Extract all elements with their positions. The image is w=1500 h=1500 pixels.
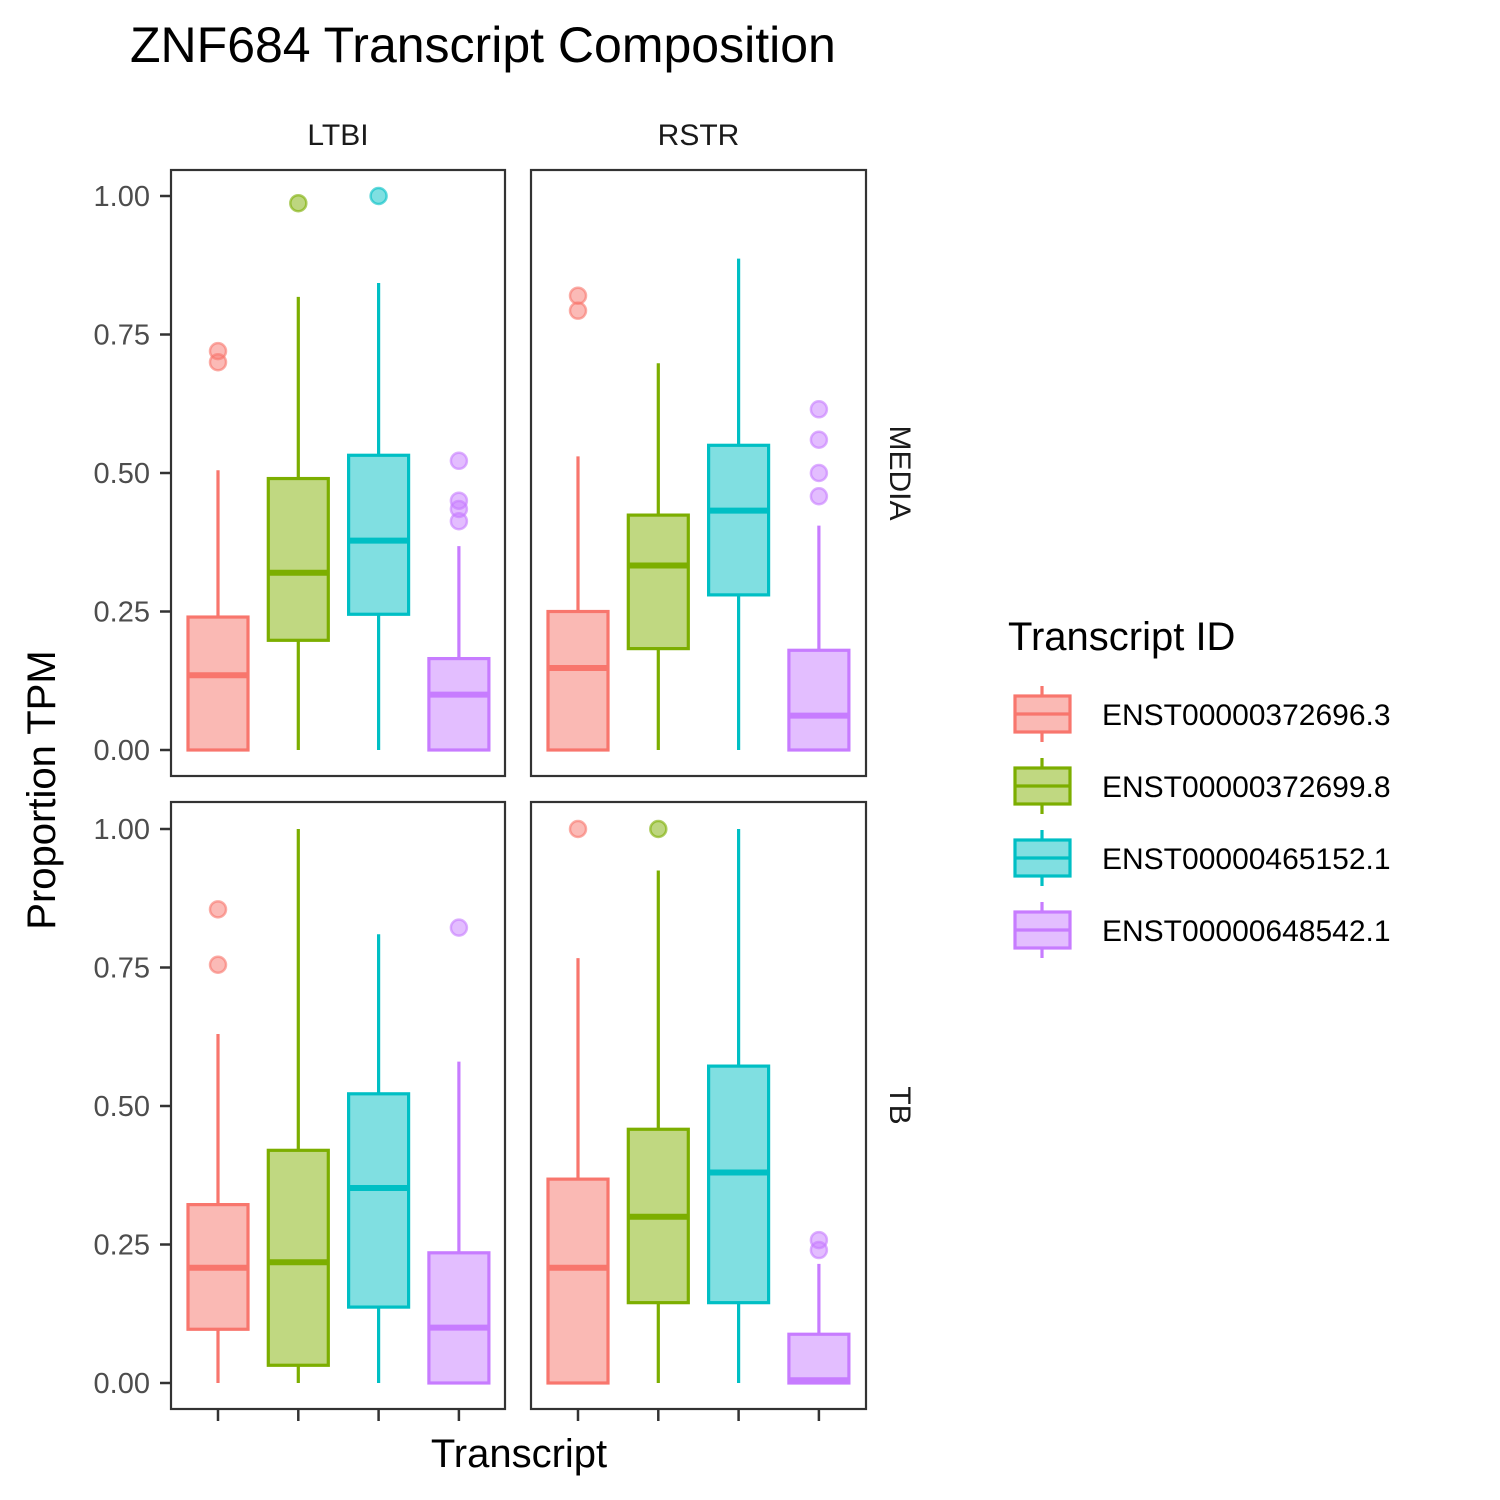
legend-label: ENST00000372696.3: [1102, 699, 1391, 732]
facet-col-label-rstr: RSTR: [658, 119, 740, 152]
outlier-point: [208, 955, 228, 974]
legend-item: ENST00000372699.8: [1013, 758, 1391, 814]
panel-border: [169, 800, 507, 1411]
panel-border: [529, 800, 868, 1411]
panel-rstr-media: [529, 168, 868, 778]
y-tick-label: 0.00: [94, 735, 150, 767]
outlier-point: [208, 341, 228, 361]
y-tick-label: 0.75: [94, 320, 150, 352]
y-tick-label: 1.00: [94, 814, 150, 846]
y-tick-label: 1.00: [94, 181, 150, 213]
box: [266, 476, 330, 642]
y-axis-title: Proportion TPM: [20, 650, 64, 929]
legend-item: ENST00000372696.3: [1013, 686, 1391, 742]
box: [186, 615, 250, 752]
outlier-point: [208, 900, 228, 919]
facet-col-label-ltbi: LTBI: [307, 119, 368, 152]
outlier-point: [449, 918, 469, 937]
panels-layer: LTBI RSTR MEDIA TB 0.00 0.25 0.50 0.75 1.00 0.00 0…: [94, 119, 916, 1421]
facet-row-label-media: MEDIA: [883, 425, 916, 520]
panel-rstr-tb: [529, 800, 868, 1411]
box: [787, 648, 851, 752]
outlier-point: [809, 463, 829, 483]
box: [546, 1177, 610, 1385]
outlier-point: [568, 286, 588, 305]
box: [787, 1332, 851, 1385]
outlier-point: [449, 491, 469, 510]
box: [626, 513, 690, 651]
y-tick-label: 0.50: [94, 458, 150, 490]
facet-row-label-tb: TB: [883, 1086, 916, 1124]
legend-label: ENST00000465152.1: [1102, 843, 1391, 876]
box: [427, 656, 491, 752]
outlier-point: [809, 487, 829, 506]
outlier-point: [568, 819, 588, 839]
outlier-point: [649, 819, 668, 839]
box: [706, 1064, 771, 1305]
box: [706, 443, 771, 597]
y-tick-label: 0.25: [94, 597, 150, 629]
y-tick-label: 0.00: [94, 1368, 150, 1400]
chart-title: ZNF684 Transcript Composition: [130, 17, 836, 73]
outlier-point: [289, 193, 308, 213]
outlier-point: [809, 1230, 829, 1250]
y-tick-label: 0.50: [94, 1091, 150, 1123]
legend-title: Transcript ID: [1008, 615, 1235, 659]
legend: Transcript ID ENST00000372696.3 ENST00000…: [1008, 615, 1391, 958]
box: [427, 1251, 491, 1385]
box: [546, 609, 610, 752]
legend-item: ENST00000465152.1: [1013, 830, 1391, 886]
outlier-point: [568, 301, 588, 320]
panel-border: [169, 168, 507, 778]
box: [347, 1092, 411, 1309]
x-axis-title: Transcript: [431, 1432, 607, 1476]
panel-border: [529, 168, 868, 778]
legend-label: ENST00000372699.8: [1102, 771, 1391, 804]
outlier-point: [369, 186, 388, 206]
legend-label: ENST00000648542.1: [1102, 915, 1391, 948]
y-tick-label: 0.25: [94, 1230, 150, 1262]
y-tick-label: 0.75: [94, 953, 150, 985]
outlier-point: [809, 400, 829, 419]
box: [347, 453, 411, 616]
panel-ltbi-media: [169, 168, 507, 778]
legend-item: ENST00000648542.1: [1013, 902, 1391, 958]
box: [266, 1148, 330, 1367]
outlier-point: [449, 451, 469, 471]
outlier-point: [809, 430, 829, 450]
panel-ltbi-tb: [169, 800, 507, 1411]
